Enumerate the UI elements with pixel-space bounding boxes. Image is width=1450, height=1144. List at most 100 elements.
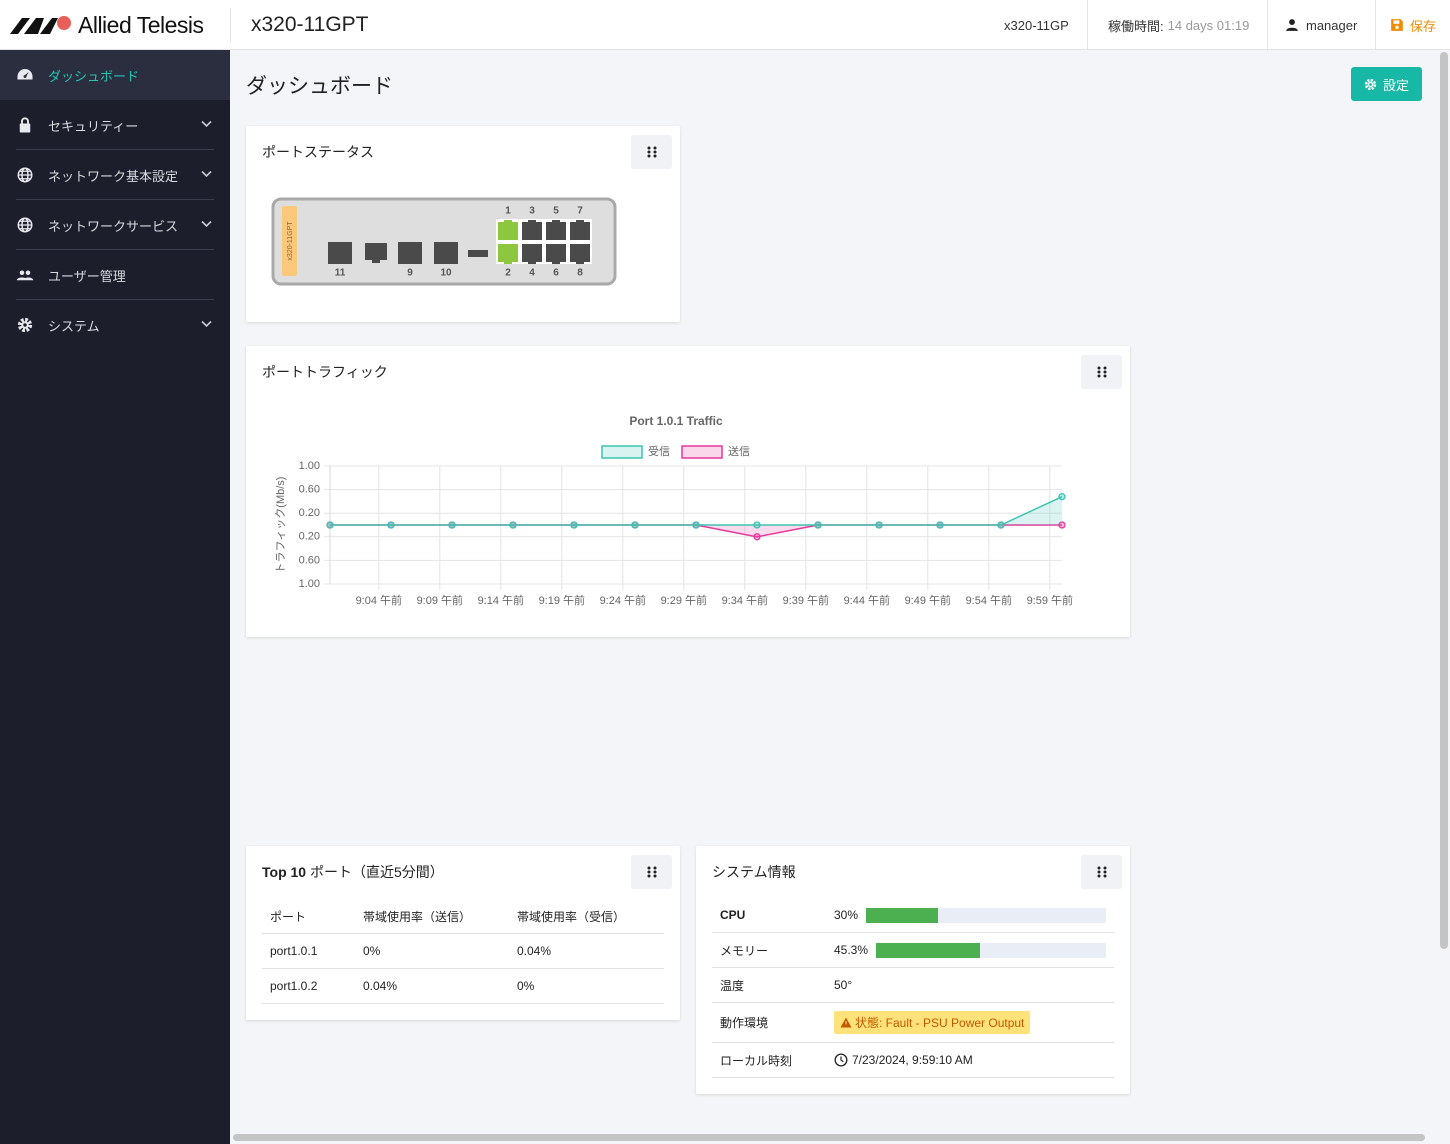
port-label: 6 xyxy=(553,268,559,279)
chevron-path xyxy=(201,320,212,328)
info-row: 動作環境 状態: Fault - PSU Power Output xyxy=(712,1003,1114,1043)
card-menu-button[interactable] xyxy=(1081,855,1122,889)
y-tick-label: 0.60 xyxy=(299,484,320,496)
dot xyxy=(1097,370,1100,374)
data-point xyxy=(1058,493,1066,501)
vertical-scrollbar[interactable] xyxy=(1440,52,1448,949)
card-title: システム情報 xyxy=(712,864,796,880)
info-value: 45.3% xyxy=(834,942,1114,958)
port-latch xyxy=(528,262,536,264)
x-tick-label: 9:04 午前 xyxy=(356,593,402,607)
settings-label: 設定 xyxy=(1382,77,1409,93)
info-label: 温度 xyxy=(720,978,745,993)
sidebar-label: セキュリティー xyxy=(48,118,139,134)
icon xyxy=(17,217,33,233)
sidebar-item[interactable]: ダッシュボード xyxy=(0,50,230,100)
y-tick-label: 0.60 xyxy=(299,554,320,566)
port-label: 4 xyxy=(529,268,535,279)
x-tick-label: 9:49 午前 xyxy=(905,593,951,607)
sidebar-label: システム xyxy=(48,318,100,334)
chevron-path xyxy=(201,220,212,228)
data-point xyxy=(875,521,883,529)
port-latch xyxy=(552,220,560,222)
x-tick-label: 9:54 午前 xyxy=(966,593,1012,607)
x-tick-label: 9:29 午前 xyxy=(661,593,707,607)
chevron-path xyxy=(201,170,212,178)
chart-title: Port 1.0.1 Traffic xyxy=(629,414,723,428)
port xyxy=(498,244,518,262)
logo-shape xyxy=(24,18,44,34)
usage-track xyxy=(876,942,1106,958)
port-label: 5 xyxy=(553,206,559,217)
sidebar-icon xyxy=(16,266,34,284)
x-tick-label: 9:59 午前 xyxy=(1027,593,1073,607)
info-value: 30% xyxy=(834,907,1114,923)
info-row: 温度 50° xyxy=(712,968,1114,1003)
sidebar-item[interactable]: ネットワーク基本設定 xyxy=(0,150,230,200)
brand-name: Allied Telesis xyxy=(78,11,204,38)
port xyxy=(398,242,422,264)
settings-button[interactable]: 設定 xyxy=(1351,67,1422,101)
dot xyxy=(1103,874,1106,878)
sidebar-label: ネットワーク基本設定 xyxy=(48,168,179,184)
sidebar-item[interactable]: セキュリティー xyxy=(0,100,230,150)
sidebar-icon xyxy=(16,166,34,184)
port xyxy=(570,222,590,240)
info-text: 50° xyxy=(834,978,853,992)
table-row: port1.0.1 0% 0.04% xyxy=(262,933,664,969)
dot xyxy=(1097,870,1100,874)
dot xyxy=(1097,374,1100,378)
logo-shape xyxy=(10,18,30,34)
card-menu-button[interactable] xyxy=(1081,355,1122,389)
save-label: 保存 xyxy=(1410,18,1437,34)
icon xyxy=(19,117,31,133)
port-latch xyxy=(372,260,380,263)
dot xyxy=(653,870,656,874)
port-label: 1 xyxy=(505,206,511,217)
sidebar: ダッシュボード セキュリティーネットワーク基本設定ネットワークサービスユーザー管理… xyxy=(0,50,230,1144)
sidebar-item[interactable]: ネットワークサービス xyxy=(0,200,230,250)
chevron xyxy=(201,120,212,128)
alert-text: 状態: Fault - PSU Power Output xyxy=(855,1016,1025,1030)
warning-icon xyxy=(840,1017,852,1028)
data-point xyxy=(509,521,517,529)
traffic-chart: Port 1.0.1 Traffic トラフィック(Mb/s) 1.00 0.60… xyxy=(274,414,1073,607)
save-button[interactable]: 保存 xyxy=(1390,0,1436,50)
dot xyxy=(1097,366,1100,370)
uptime-value: 14 days 01:19 xyxy=(1167,17,1250,33)
table-cell: 0% xyxy=(355,933,509,969)
horizontal-scrollbar[interactable] xyxy=(233,1134,1425,1141)
card-menu-button[interactable] xyxy=(631,135,672,169)
port-label: 9 xyxy=(407,268,413,279)
dot xyxy=(647,154,650,158)
usage-bar xyxy=(876,942,981,958)
data-point xyxy=(631,521,639,529)
usage-track xyxy=(866,907,1106,923)
icon xyxy=(17,167,33,183)
port xyxy=(498,222,518,240)
data-point xyxy=(814,521,822,529)
clock-hands xyxy=(840,1056,844,1063)
header: Allied Telesis x320-11GPT x320-11GP 稼働時間… xyxy=(0,0,1450,50)
icon xyxy=(17,317,33,333)
card-menu-button[interactable] xyxy=(631,855,672,889)
table-cell: port1.0.2 xyxy=(262,968,355,1004)
sidebar-label: ダッシュボード xyxy=(48,68,140,84)
sidebar-item[interactable]: システム xyxy=(0,300,230,350)
user-menu[interactable]: manager xyxy=(1285,0,1357,50)
data-point xyxy=(997,521,1005,529)
port-label: 11 xyxy=(335,268,346,279)
column-header: ポート xyxy=(262,900,355,934)
sidebar-label: ユーザー管理 xyxy=(48,268,126,284)
data-point xyxy=(753,521,761,529)
info-row: ローカル時刻 7/23/2024, 9:59:10 AM xyxy=(712,1043,1114,1078)
port-latch xyxy=(576,262,584,264)
device-tag-label: x320-11GPT xyxy=(287,221,294,261)
port-latch xyxy=(528,220,536,222)
data-point xyxy=(570,521,578,529)
sidebar-item[interactable]: ユーザー管理 xyxy=(0,250,230,300)
data-point xyxy=(936,521,944,529)
divider xyxy=(1267,0,1268,50)
title-text: ポート（直近5分間） xyxy=(309,864,444,880)
